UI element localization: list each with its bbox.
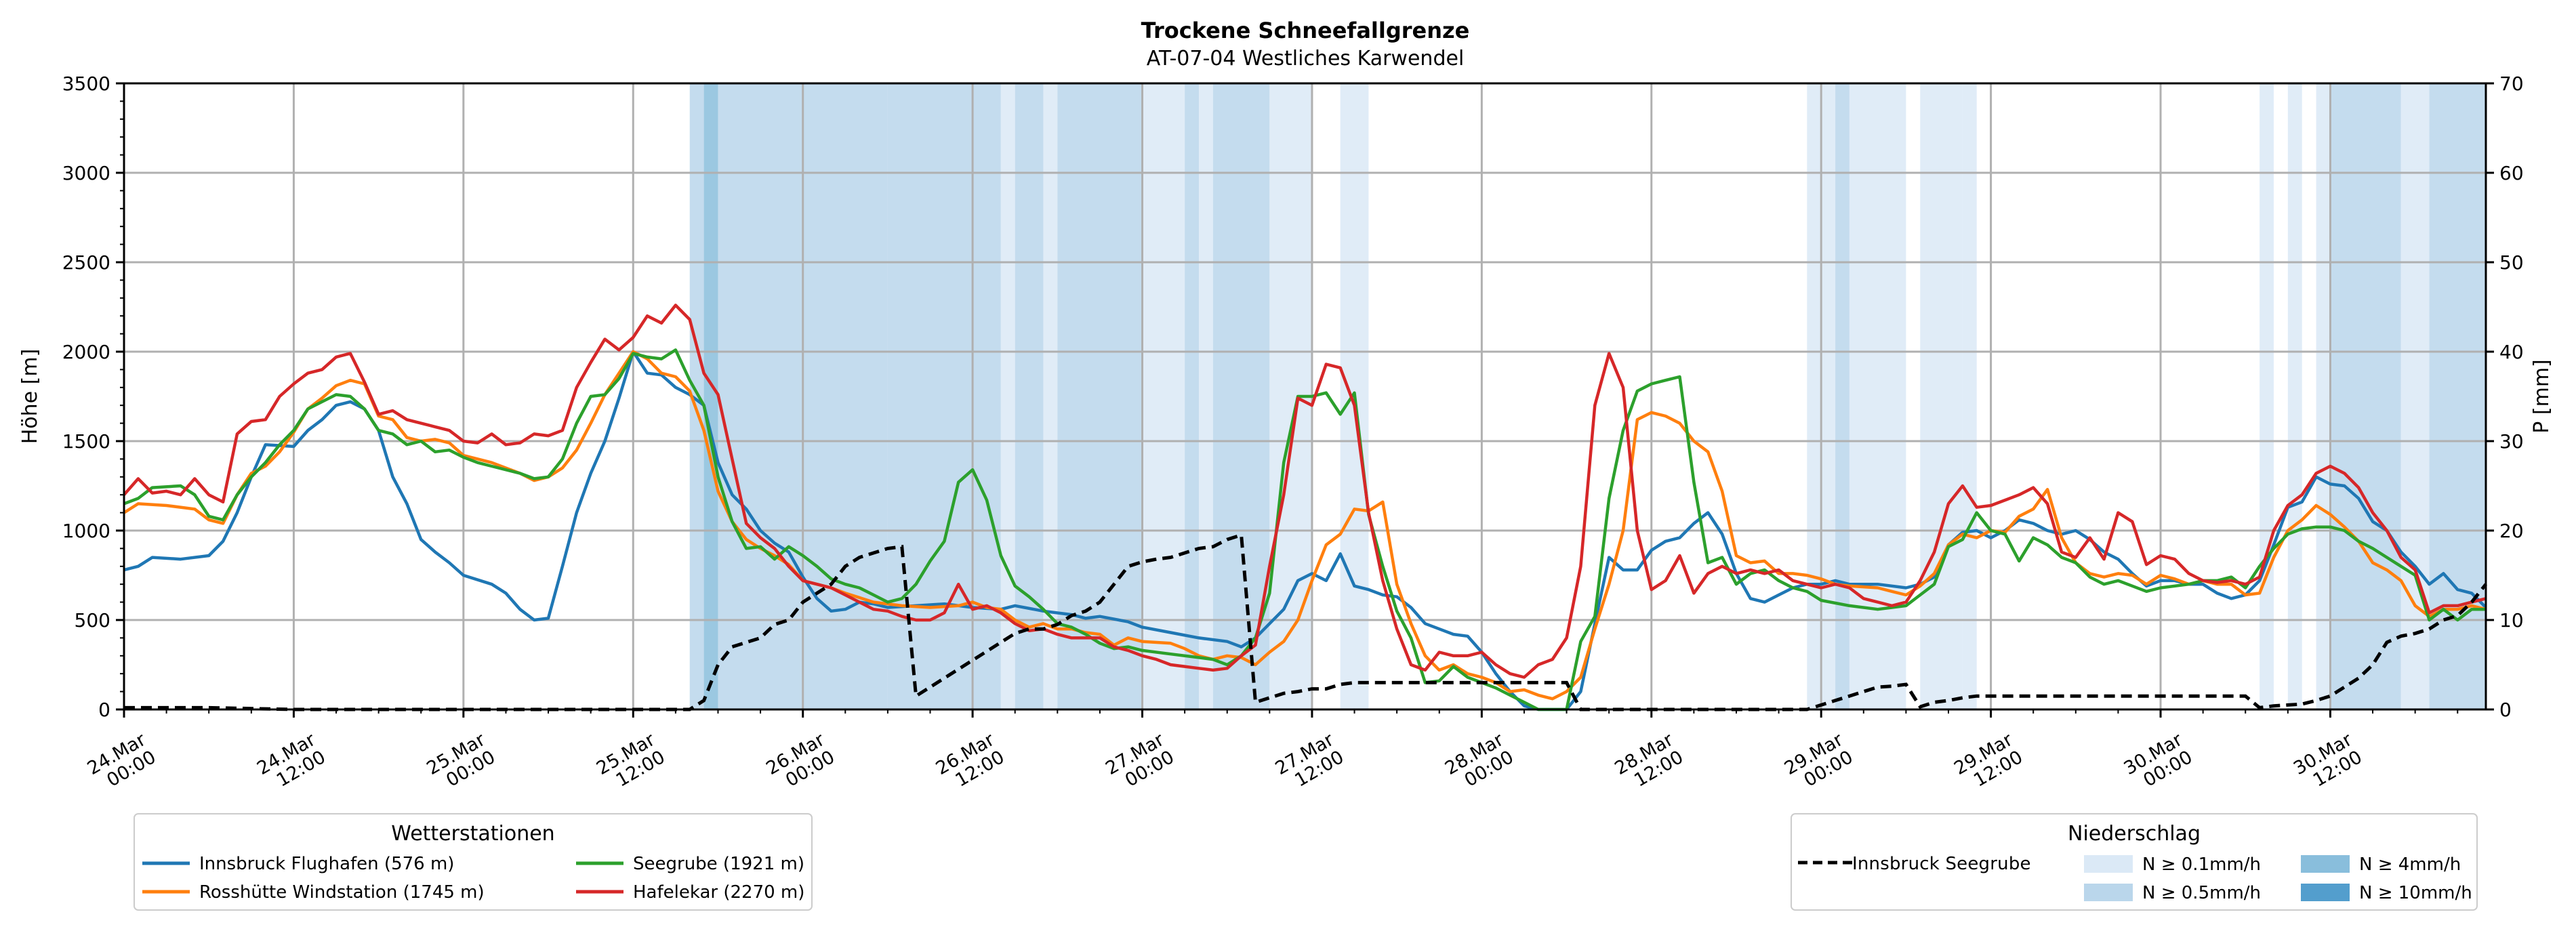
- x-tick-label: 26.Mar00:00: [762, 729, 838, 797]
- precip-line-innsbruck-seegrube: [124, 533, 2487, 711]
- precip-band: [703, 83, 718, 709]
- legend-label-3: Seegrube (1921 m): [633, 854, 804, 874]
- stations-legend-frame: [134, 813, 813, 911]
- x-tick-label: 27.Mar00:00: [1102, 729, 1178, 797]
- precip-band: [887, 83, 1001, 709]
- precip-band: [1212, 83, 1270, 709]
- precip-band: [1043, 83, 1058, 709]
- legend-precip-swatch-4: [2301, 884, 2350, 901]
- legend-precip-label-3: N ≥ 4mm/h: [2359, 854, 2461, 875]
- y2-tick-label: 0: [2499, 699, 2512, 721]
- y2-tick-label: 10: [2499, 609, 2524, 632]
- y-tick-label: 1000: [62, 520, 110, 542]
- precip-band: [2330, 83, 2401, 709]
- chart-title: Trockene Schneefallgrenze: [1141, 18, 1470, 43]
- legend-precip-label-2: N ≥ 0.5mm/h: [2142, 883, 2261, 903]
- precipitation-series: [124, 533, 2487, 711]
- precip-band: [2316, 83, 2331, 709]
- precip-band: [2429, 83, 2486, 709]
- y-tick-label: 0: [98, 699, 110, 721]
- y2-axis-label: P [mm]: [2530, 359, 2554, 433]
- precip-band: [1849, 83, 1906, 709]
- y-tick-label: 2000: [62, 341, 110, 363]
- legend-line-label: Innsbruck Seegrube: [1852, 854, 2031, 874]
- y2-tick-label: 70: [2499, 73, 2524, 95]
- precip-band: [1835, 83, 1849, 709]
- precip-band: [1185, 83, 1199, 709]
- precip-band: [1962, 83, 1977, 709]
- y2-tick-label: 40: [2499, 341, 2524, 363]
- y-tick-label: 2500: [62, 251, 110, 274]
- y-tick-label: 500: [75, 609, 110, 632]
- legend-label-1: Innsbruck Flughafen (576 m): [199, 854, 454, 874]
- y2-tick-label: 50: [2499, 251, 2524, 274]
- precip-band: [1015, 83, 1044, 709]
- precip-band: [2287, 83, 2302, 709]
- y2-tick-label: 20: [2499, 520, 2524, 542]
- legend-precip-swatch-2: [2084, 884, 2133, 901]
- precipitation-legend-title: Niederschlag: [2068, 822, 2201, 846]
- legend-label-4: Hafelekar (2270 m): [633, 882, 804, 903]
- stations-legend-title: Wetterstationen: [391, 822, 554, 846]
- precip-band: [2400, 83, 2430, 709]
- y-tick-label: 1500: [62, 430, 110, 453]
- precip-band: [1948, 83, 1963, 709]
- series-line-4: [123, 304, 2487, 679]
- precip-band: [1057, 83, 1143, 709]
- series-line-1: [123, 350, 2487, 711]
- precip-band: [1000, 83, 1015, 709]
- legend-label-2: Rosshütte Windstation (1745 m): [199, 882, 485, 903]
- y-tick-label: 3000: [62, 162, 110, 184]
- stations-legend: Wetterstationen Innsbruck Flughafen (576…: [134, 813, 813, 911]
- precip-band: [2260, 83, 2274, 709]
- precipitation-legend: Niederschlag Innsbruck Seegrube N ≥ 0.1m…: [1791, 813, 2478, 911]
- legend-precip-swatch-3: [2301, 855, 2350, 873]
- y2-tick-label: 60: [2499, 162, 2524, 184]
- precip-band: [689, 83, 704, 709]
- y2-tick-label: 30: [2499, 430, 2524, 453]
- y-tick-label: 3500: [62, 73, 110, 95]
- precip-band: [1920, 83, 1949, 709]
- legend-precip-label-4: N ≥ 10mm/h: [2359, 883, 2472, 903]
- series-line-3: [123, 348, 2486, 711]
- plot-frame: [123, 82, 2487, 711]
- legend-precip-label-1: N ≥ 0.1mm/h: [2142, 854, 2261, 875]
- station-series: [123, 304, 2487, 711]
- precip-band: [1198, 83, 1213, 709]
- precip-band: [1142, 83, 1185, 709]
- chart-subtitle: AT-07-04 Westliches Karwendel: [1147, 47, 1465, 70]
- legend-precip-swatch-1: [2084, 855, 2133, 873]
- y-axis-label: Höhe [m]: [18, 349, 42, 445]
